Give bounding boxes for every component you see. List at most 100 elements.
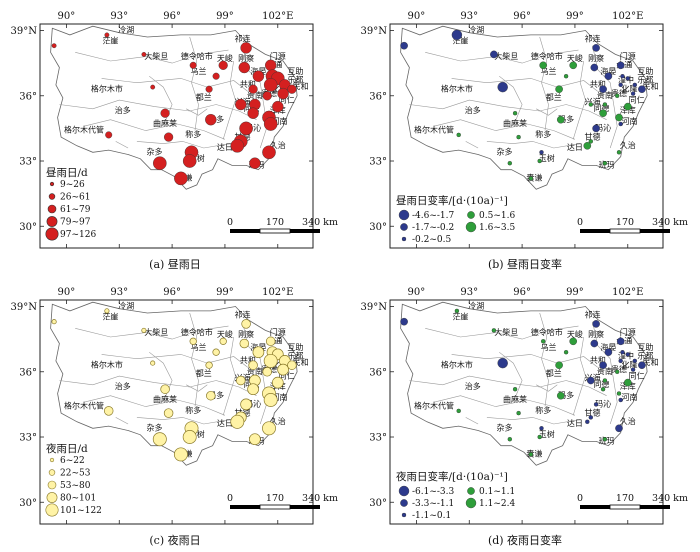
lat-tick-label: 30° xyxy=(369,222,387,233)
station-marker xyxy=(616,337,625,346)
station-marker xyxy=(540,339,546,344)
city-label: 大柴旦 xyxy=(144,327,168,337)
scale-label: 340 km xyxy=(652,217,688,228)
scale-segment xyxy=(580,229,610,233)
city-label: 乌兰 xyxy=(191,66,207,76)
county-boundary xyxy=(536,108,558,116)
station-marker xyxy=(490,50,498,59)
station-marker xyxy=(615,113,623,122)
legend-label: 22~53 xyxy=(60,469,91,479)
lon-tick-label: 96° xyxy=(163,287,181,298)
city-label: 格尔木市 xyxy=(91,359,123,369)
city-label: 河南 xyxy=(622,392,638,402)
station-marker xyxy=(491,328,497,333)
city-label: 互助 xyxy=(287,66,303,76)
city-label: 玛多 xyxy=(558,114,574,124)
legend-symbol xyxy=(465,221,477,233)
station-marker xyxy=(556,115,565,124)
city-label: 达日 xyxy=(217,418,233,428)
station-marker xyxy=(618,82,623,88)
county-boundary xyxy=(486,417,581,425)
city-label: 冷湖 xyxy=(468,301,484,311)
city-label: 都兰 xyxy=(546,92,562,102)
lat-tick-label: 36° xyxy=(369,367,387,378)
city-label: 门源 xyxy=(620,51,636,61)
legend-symbol xyxy=(49,181,55,187)
station-marker xyxy=(604,348,613,356)
scale-segment xyxy=(609,228,641,234)
city-label: 达日 xyxy=(217,142,233,152)
lon-tick-label: 90° xyxy=(408,287,426,298)
county-boundary xyxy=(101,354,248,368)
legend-title: 夜雨日变率/[d·(10a)⁻¹] xyxy=(396,470,508,483)
station-marker xyxy=(590,63,599,72)
city-label: 德令哈市 xyxy=(181,327,213,337)
station-marker xyxy=(537,158,542,164)
station-marker xyxy=(604,72,613,80)
station-marker xyxy=(599,85,607,93)
city-label: 贵南 xyxy=(597,366,613,376)
station-marker xyxy=(152,156,167,170)
station-marker xyxy=(212,72,220,80)
city-label: 格尔木市 xyxy=(441,359,473,369)
legend-symbol xyxy=(401,512,407,518)
station-marker xyxy=(189,337,197,345)
station-marker xyxy=(555,361,563,369)
lat-tick-label: 39°N xyxy=(11,302,38,313)
scale-segment xyxy=(580,505,610,509)
station-marker xyxy=(592,320,600,328)
scale-segment xyxy=(609,504,641,510)
station-marker xyxy=(272,100,284,113)
station-marker xyxy=(51,43,57,49)
station-marker xyxy=(263,78,278,92)
station-marker xyxy=(563,73,569,79)
station-marker xyxy=(238,61,251,74)
lat-tick-label: 39°N xyxy=(361,302,388,313)
scale-label: 170 xyxy=(616,493,634,504)
scale-segment xyxy=(640,505,670,509)
lat-tick-label: 36° xyxy=(19,367,37,378)
lon-tick-label: 96° xyxy=(513,11,531,22)
city-label: 茫崖 xyxy=(102,36,118,46)
station-marker xyxy=(602,102,608,107)
city-label: 共和 xyxy=(590,356,606,365)
station-marker xyxy=(516,134,521,140)
scale-bar: 0 170 340 km xyxy=(577,217,688,234)
county-boundary xyxy=(425,49,579,64)
station-marker xyxy=(456,408,461,414)
county-boundary xyxy=(189,36,199,131)
city-label: 乐都 xyxy=(287,351,303,361)
city-label: 化隆 xyxy=(622,83,638,93)
city-label: 大柴旦 xyxy=(494,327,518,337)
city-label: 久治 xyxy=(270,140,286,150)
city-label: 同仁 xyxy=(279,94,295,104)
city-label: 格尔木代管 xyxy=(64,401,104,411)
city-label: 同仁 xyxy=(629,370,645,380)
station-marker xyxy=(451,29,463,41)
station-marker xyxy=(164,132,174,142)
lat-tick-label: 30° xyxy=(19,222,37,233)
city-label: 玛沁 xyxy=(245,123,261,133)
county-boundary xyxy=(189,312,199,407)
station-marker xyxy=(569,337,577,346)
station-marker xyxy=(618,397,623,403)
station-marker xyxy=(263,353,278,368)
city-label: 民和 xyxy=(293,82,309,91)
city-label: 兴海 xyxy=(585,96,601,106)
lat-tick-label: 33° xyxy=(369,433,387,444)
panel-b: 90° 93° 96° 99° 102°E 39°N 36° 33° 30° 茫崖 冷湖 大柴旦 德令哈… xyxy=(350,0,700,276)
station-marker xyxy=(539,61,547,70)
city-label: 玉树 xyxy=(189,429,205,439)
station-marker xyxy=(230,138,245,153)
lon-tick-label: 96° xyxy=(513,287,531,298)
lat-tick-label: 33° xyxy=(19,157,37,168)
station-marker xyxy=(262,421,276,436)
station-marker xyxy=(592,124,600,133)
city-label: 杂多 xyxy=(146,146,162,156)
city-label: 杂多 xyxy=(496,422,512,432)
county-boundary xyxy=(83,119,226,140)
legend: 昼雨日/d9~26 26~61 61~79 79~97 97~126 xyxy=(45,167,96,241)
legend: 昼雨日变率/[d·(10a)⁻¹] -4.6~-1.7 -1.7~-0.2 -0.2~… xyxy=(396,194,515,245)
scale-label: 0 xyxy=(577,217,583,228)
lon-tick-label: 102°E xyxy=(262,287,293,298)
